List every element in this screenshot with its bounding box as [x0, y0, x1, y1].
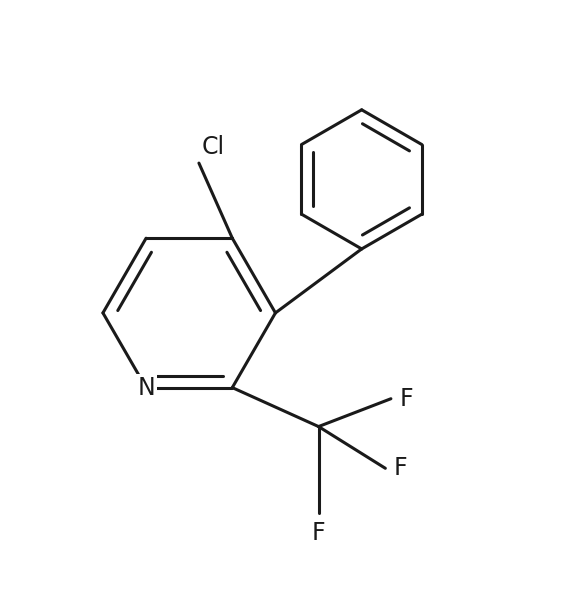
Text: Cl: Cl [202, 135, 225, 158]
Text: N: N [137, 376, 155, 399]
Text: F: F [312, 521, 325, 545]
Text: F: F [393, 456, 407, 480]
Text: F: F [399, 387, 413, 411]
